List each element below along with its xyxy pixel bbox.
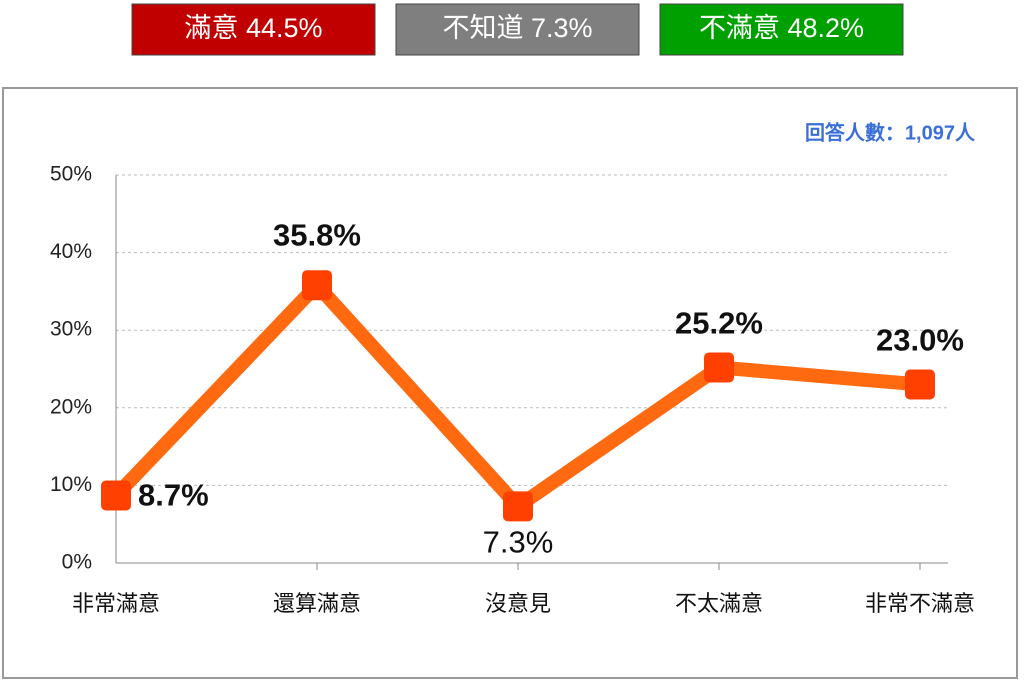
- y-tick-label: 40%: [50, 240, 92, 263]
- data-label: 35.8%: [273, 217, 361, 252]
- data-label: 23.0%: [876, 323, 964, 358]
- x-tick-label: 非常不滿意: [865, 591, 975, 616]
- y-tick-label: 10%: [50, 473, 92, 496]
- summary-box: [131, 3, 376, 56]
- data-marker: [704, 352, 734, 383]
- x-tick-label: 不太滿意: [675, 591, 763, 616]
- data-label: 8.7%: [138, 478, 209, 513]
- data-label: 25.2%: [675, 306, 763, 341]
- summary-box: [395, 3, 640, 56]
- data-label: 7.3%: [483, 525, 554, 560]
- x-tick-label: 沒意見: [485, 591, 551, 616]
- y-tick-label: 20%: [50, 395, 92, 418]
- summary-label: 不知道 7.3%: [442, 13, 592, 43]
- summary-label: 滿意 44.5%: [184, 13, 322, 43]
- chart-subtitle: 回答人數：1,097人: [805, 120, 976, 144]
- summary-box: [659, 3, 904, 56]
- y-tick-label: 0%: [62, 551, 92, 574]
- x-tick-label: 還算滿意: [273, 591, 361, 616]
- x-tick-label: 非常滿意: [72, 591, 160, 616]
- y-tick-label: 30%: [50, 318, 92, 341]
- data-marker: [503, 491, 533, 522]
- summary-label: 不滿意 48.2%: [699, 13, 864, 43]
- data-marker: [905, 369, 935, 400]
- data-marker: [302, 270, 332, 301]
- y-tick-label: 50%: [50, 163, 92, 186]
- data-marker: [101, 480, 131, 511]
